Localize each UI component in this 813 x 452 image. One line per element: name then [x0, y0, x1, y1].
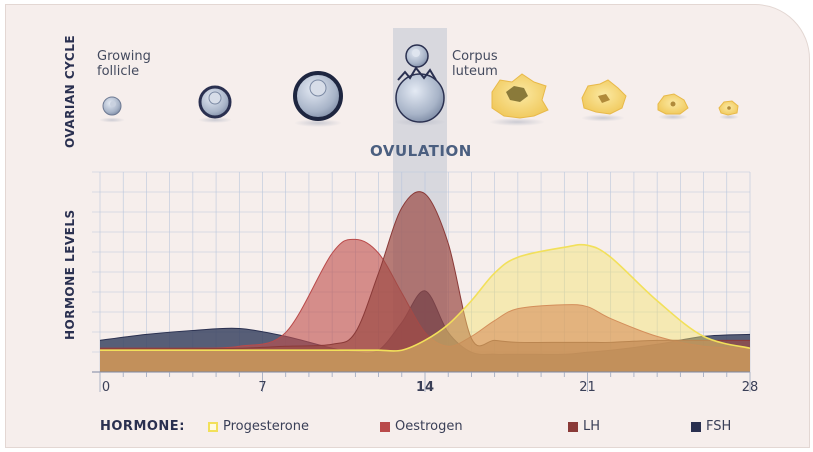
area-oestrogen [100, 239, 750, 372]
hormone-levels-label: HORMONE LEVELS [63, 209, 77, 340]
legend-swatch-fsh [691, 421, 701, 432]
x-tick-label-28: 28 [742, 380, 759, 395]
x-tick-label-0: 0 [102, 380, 110, 395]
ovulating-follicle [394, 44, 446, 126]
x-axis: 0 7 14 21 28 [92, 371, 759, 395]
growing-follicle-2 [198, 85, 232, 123]
growing-follicle-3 [293, 71, 343, 127]
legend-item-oestrogen: Oestrogen [380, 419, 463, 434]
growing-follicle-1 [99, 96, 125, 123]
hormone-curves [99, 191, 751, 372]
ovulation-label: OVULATION [370, 142, 472, 160]
legend-swatch-oestrogen [380, 421, 390, 432]
legend-title: HORMONE: [100, 419, 185, 434]
area-progesterone [100, 244, 750, 372]
legend-label-progesterone: Progesterone [223, 419, 309, 434]
legend-item-fsh: FSH [691, 419, 731, 434]
legend-label-fsh: FSH [706, 419, 732, 434]
x-tick-label-7: 7 [258, 380, 266, 395]
ovarian-cycle-label: OVARIAN CYCLE [63, 34, 77, 148]
area-lh [100, 191, 750, 372]
corpus-luteum-label: Corpus luteum [452, 49, 498, 79]
legend-item-lh: LH [568, 419, 600, 434]
legend-swatch-progesterone [208, 421, 218, 432]
line-lh [99, 191, 750, 349]
corpus-luteum-2 [581, 79, 627, 122]
corpus-luteum-line-1: Corpus [452, 49, 498, 64]
corpus-albicans [718, 100, 739, 120]
legend-swatch-lh [568, 421, 578, 432]
corpus-luteum-3 [657, 93, 689, 120]
x-tick-label-21: 21 [579, 380, 596, 395]
growing-follicle-label: Growing follicle [97, 49, 151, 79]
legend-item-progesterone: Progesterone [208, 419, 309, 434]
x-tick-label-14: 14 [416, 380, 434, 395]
corpus-luteum-1 [489, 73, 549, 126]
legend-label-oestrogen: Oestrogen [395, 419, 463, 434]
growing-follicle-line-1: Growing [97, 49, 151, 64]
line-progesterone [100, 243, 751, 352]
corpus-luteum-line-2: luteum [452, 64, 498, 79]
growing-follicle-line-2: follicle [97, 64, 140, 79]
legend-label-lh: LH [583, 419, 601, 434]
